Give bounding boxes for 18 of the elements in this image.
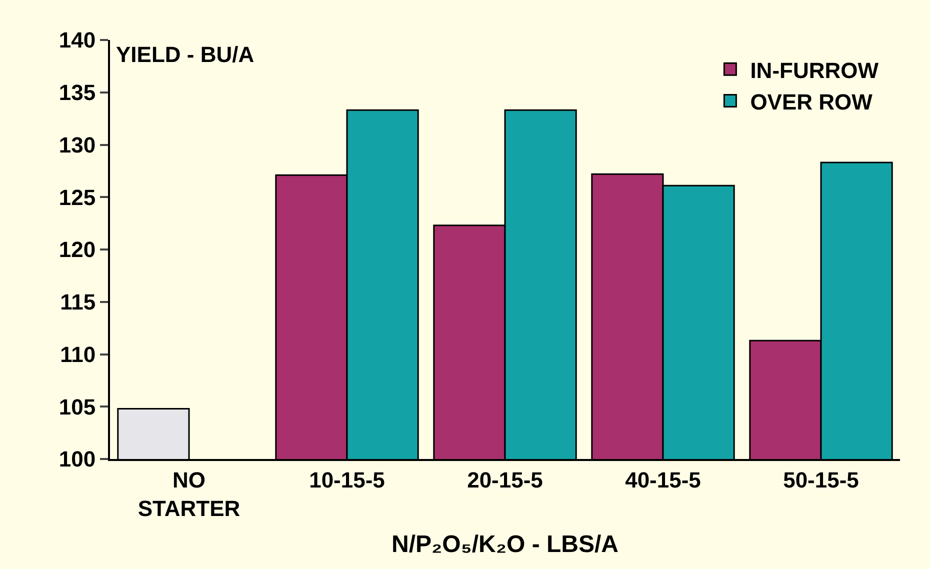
y-tick-label: 135 bbox=[58, 80, 96, 106]
y-tick-label: 110 bbox=[60, 342, 96, 367]
x-tick-label: 20-15-5 bbox=[467, 467, 543, 492]
y-tick-label: 120 bbox=[58, 237, 96, 262]
x-axis-title: N/P₂O₅/K₂O - LBS/A bbox=[391, 530, 619, 558]
y-axis-title: YIELD - BU/A bbox=[116, 42, 254, 67]
y-tick-label: 105 bbox=[58, 394, 96, 420]
y-tick-label: 115 bbox=[60, 290, 96, 315]
y-tick-label: 130 bbox=[58, 132, 96, 158]
y-tick-label: 140 bbox=[58, 28, 96, 53]
y-tick-label: 125 bbox=[58, 184, 96, 210]
x-tick-label: 40-15-5 bbox=[625, 467, 701, 492]
legend-label: IN-FURROW bbox=[750, 58, 879, 83]
y-tick-label: 100 bbox=[58, 446, 96, 472]
x-tick-label: 50-15-5 bbox=[783, 467, 859, 492]
x-tick-label: 10-15-5 bbox=[309, 467, 385, 492]
legend-label: OVER ROW bbox=[750, 89, 873, 114]
x-tick-label: NO STARTER bbox=[138, 467, 240, 521]
